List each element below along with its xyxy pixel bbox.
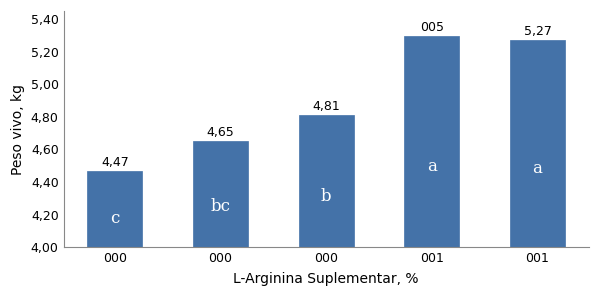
Text: c: c	[110, 209, 119, 227]
Bar	[510, 40, 565, 247]
Text: a: a	[533, 160, 542, 177]
Text: 4,47: 4,47	[101, 156, 129, 169]
Text: 005: 005	[420, 20, 444, 34]
Text: a: a	[427, 158, 437, 175]
Text: 5,27: 5,27	[524, 26, 551, 38]
Text: 4,81: 4,81	[313, 100, 340, 113]
Text: bc: bc	[211, 198, 230, 215]
Bar	[299, 115, 353, 247]
Text: 4,65: 4,65	[206, 126, 235, 139]
Text: b: b	[321, 189, 332, 206]
Bar	[404, 36, 460, 247]
Y-axis label: Peso vivo, kg: Peso vivo, kg	[11, 83, 25, 175]
Bar	[193, 141, 248, 247]
X-axis label: L-Arginina Suplementar, %: L-Arginina Suplementar, %	[233, 272, 419, 286]
Bar	[88, 170, 142, 247]
